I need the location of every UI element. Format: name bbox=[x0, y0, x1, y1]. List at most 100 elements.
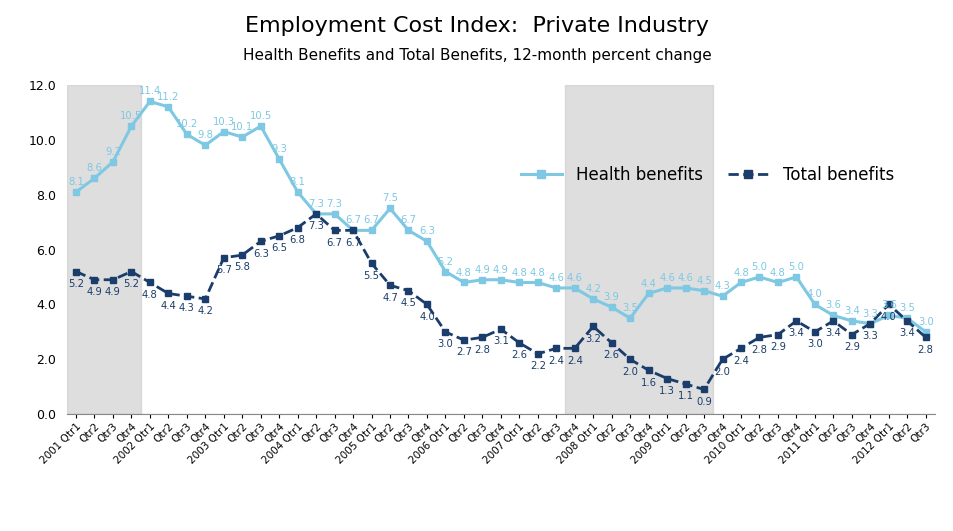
Text: 3.1: 3.1 bbox=[493, 337, 508, 346]
Text: 4.0: 4.0 bbox=[806, 289, 821, 299]
Text: 3.5: 3.5 bbox=[899, 303, 914, 313]
Total benefits bbox=[698, 387, 709, 393]
Line: Health benefits: Health benefits bbox=[72, 98, 928, 336]
Text: 4.8: 4.8 bbox=[511, 268, 527, 278]
Health benefits bbox=[476, 277, 488, 283]
Health benefits bbox=[365, 227, 376, 234]
Text: 6.7: 6.7 bbox=[363, 216, 379, 226]
Health benefits bbox=[89, 175, 100, 182]
Text: 8.1: 8.1 bbox=[290, 177, 305, 187]
Text: 5.8: 5.8 bbox=[234, 262, 250, 272]
Total benefits bbox=[753, 334, 764, 340]
Text: 5.0: 5.0 bbox=[787, 262, 803, 272]
Health benefits bbox=[532, 279, 543, 286]
Text: 4.9: 4.9 bbox=[87, 287, 102, 297]
Text: 4.6: 4.6 bbox=[548, 273, 563, 283]
Health benefits bbox=[457, 279, 469, 286]
Health benefits bbox=[162, 104, 173, 110]
Total benefits bbox=[274, 233, 285, 239]
Health benefits bbox=[808, 301, 820, 307]
Health benefits bbox=[587, 296, 598, 302]
Bar bbox=[67, 85, 140, 414]
Text: 10.3: 10.3 bbox=[213, 117, 234, 127]
Text: 5.7: 5.7 bbox=[215, 265, 232, 275]
Text: 7.5: 7.5 bbox=[381, 193, 397, 203]
Health benefits bbox=[292, 189, 303, 195]
Total benefits bbox=[347, 227, 358, 234]
Total benefits bbox=[495, 326, 506, 332]
Text: 4.2: 4.2 bbox=[584, 284, 600, 294]
Text: 6.7: 6.7 bbox=[326, 238, 342, 247]
Text: 3.0: 3.0 bbox=[806, 339, 821, 349]
Total benefits bbox=[421, 301, 433, 307]
Text: 6.7: 6.7 bbox=[345, 216, 360, 226]
Text: 1.3: 1.3 bbox=[659, 386, 675, 396]
Text: 4.0: 4.0 bbox=[880, 312, 896, 322]
Total benefits bbox=[218, 255, 230, 261]
Text: 6.8: 6.8 bbox=[290, 235, 305, 245]
Health benefits bbox=[495, 277, 506, 283]
Text: 3.0: 3.0 bbox=[437, 339, 453, 349]
Text: 11.2: 11.2 bbox=[157, 92, 179, 102]
Text: 1.1: 1.1 bbox=[677, 391, 693, 401]
Text: 7.3: 7.3 bbox=[308, 221, 324, 231]
Text: 4.8: 4.8 bbox=[732, 268, 748, 278]
Total benefits bbox=[919, 334, 930, 340]
Total benefits bbox=[882, 301, 894, 307]
Text: 3.9: 3.9 bbox=[603, 292, 618, 302]
Health benefits bbox=[439, 268, 451, 275]
Health benefits bbox=[919, 329, 930, 335]
Text: 9.2: 9.2 bbox=[105, 147, 121, 157]
Text: 4.7: 4.7 bbox=[382, 293, 397, 303]
Health benefits bbox=[845, 318, 857, 324]
Text: 4.5: 4.5 bbox=[696, 276, 711, 286]
Total benefits bbox=[845, 331, 857, 338]
Text: 4.8: 4.8 bbox=[769, 268, 785, 278]
Text: 10.1: 10.1 bbox=[231, 122, 253, 132]
Text: 10.2: 10.2 bbox=[175, 119, 198, 130]
Text: 4.8: 4.8 bbox=[456, 268, 472, 278]
Health benefits bbox=[568, 285, 579, 291]
Text: 6.7: 6.7 bbox=[400, 216, 416, 226]
Line: Total benefits: Total benefits bbox=[72, 210, 928, 393]
Bar bbox=[565, 85, 713, 414]
Health benefits bbox=[882, 312, 894, 319]
Text: 2.8: 2.8 bbox=[917, 345, 933, 355]
Text: 4.6: 4.6 bbox=[566, 273, 582, 283]
Health benefits bbox=[660, 285, 672, 291]
Total benefits bbox=[679, 381, 691, 387]
Total benefits bbox=[384, 282, 395, 288]
Health benefits bbox=[679, 285, 691, 291]
Text: 3.2: 3.2 bbox=[584, 333, 600, 344]
Health benefits bbox=[107, 159, 118, 165]
Text: Health Benefits and Total Benefits, 12-month percent change: Health Benefits and Total Benefits, 12-m… bbox=[242, 48, 711, 63]
Health benefits bbox=[144, 98, 155, 105]
Text: 2.9: 2.9 bbox=[842, 342, 859, 352]
Health benefits bbox=[218, 129, 230, 135]
Text: 4.6: 4.6 bbox=[677, 273, 693, 283]
Total benefits bbox=[457, 337, 469, 344]
Text: 9.3: 9.3 bbox=[271, 144, 287, 154]
Total benefits bbox=[181, 293, 193, 299]
Health benefits bbox=[827, 312, 839, 319]
Text: 4.9: 4.9 bbox=[105, 287, 121, 297]
Text: 2.8: 2.8 bbox=[751, 345, 766, 355]
Total benefits bbox=[365, 260, 376, 267]
Text: 3.4: 3.4 bbox=[843, 306, 859, 316]
Text: 3.5: 3.5 bbox=[621, 303, 638, 313]
Text: 7.3: 7.3 bbox=[326, 199, 342, 209]
Text: 3.6: 3.6 bbox=[824, 301, 841, 311]
Text: 2.0: 2.0 bbox=[621, 366, 638, 376]
Health benefits bbox=[863, 321, 875, 327]
Text: 4.8: 4.8 bbox=[142, 290, 157, 300]
Health benefits bbox=[642, 290, 654, 297]
Health benefits bbox=[274, 156, 285, 162]
Total benefits bbox=[660, 375, 672, 382]
Text: 5.0: 5.0 bbox=[751, 262, 766, 272]
Health benefits bbox=[550, 285, 561, 291]
Text: 4.5: 4.5 bbox=[400, 298, 416, 308]
Text: 2.8: 2.8 bbox=[474, 345, 490, 355]
Health benefits bbox=[71, 189, 82, 195]
Total benefits bbox=[71, 268, 82, 275]
Text: 0.9: 0.9 bbox=[696, 397, 711, 407]
